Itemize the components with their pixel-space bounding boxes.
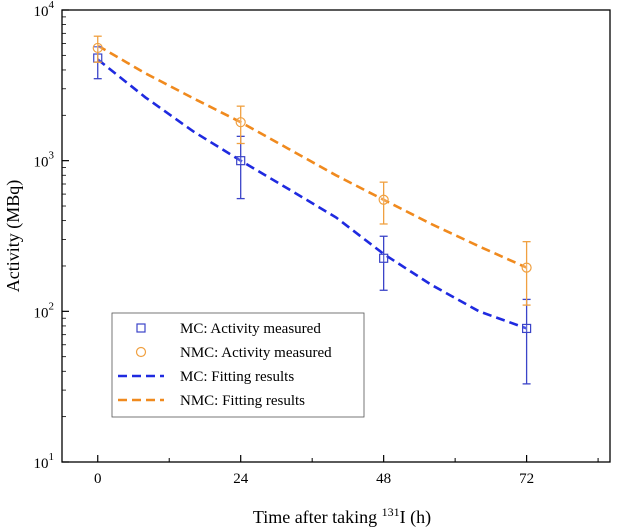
legend-label: MC: Fitting results <box>180 369 294 385</box>
x-tick-labels: 0 24 48 72 <box>94 471 534 487</box>
circle-marker <box>521 262 532 273</box>
square-marker <box>236 156 246 166</box>
legend-circle-marker <box>135 346 147 358</box>
fit-line <box>96 58 528 330</box>
y-tick-exponent: 2 <box>49 300 55 312</box>
y-tick-base: 10 <box>34 305 49 321</box>
y-tick-label: 101 <box>34 451 55 472</box>
legend-square-marker <box>136 323 146 333</box>
y-tick-exponent: 4 <box>49 0 55 11</box>
fit-line <box>97 44 528 269</box>
x-axis-title: Time after taking 131I (h) <box>253 505 431 528</box>
legend-label: MC: Activity measured <box>180 321 321 337</box>
x-tick-label: 24 <box>233 471 249 487</box>
circle-marker <box>235 117 246 128</box>
y-tick-exponent: 3 <box>49 150 55 162</box>
y-tick-base: 10 <box>34 155 49 171</box>
y-tick-label: 104 <box>34 0 55 20</box>
legend-label: NMC: Activity measured <box>180 345 332 361</box>
x-tick-label: 0 <box>94 471 102 487</box>
y-axis-title: Activity (MBq) <box>3 180 24 293</box>
legend: MC: Activity measured NMC: Activity measu… <box>111 312 365 418</box>
circle-marker <box>378 194 389 205</box>
axis-ticks <box>62 9 599 463</box>
x-tick-label: 48 <box>376 471 391 487</box>
square-marker <box>379 253 389 263</box>
legend-label: NMC: Fitting results <box>180 393 305 409</box>
y-tick-label: 102 <box>34 300 55 321</box>
square-marker <box>522 323 532 334</box>
x-tick-label: 72 <box>519 471 534 487</box>
series-layer <box>92 35 532 385</box>
circle-marker <box>92 42 103 54</box>
y-tick-base: 10 <box>34 456 49 472</box>
plot-frame <box>61 9 611 463</box>
y-tick-base: 10 <box>34 4 49 20</box>
y-tick-exponent: 1 <box>49 451 55 463</box>
y-tick-label: 103 <box>34 150 55 171</box>
